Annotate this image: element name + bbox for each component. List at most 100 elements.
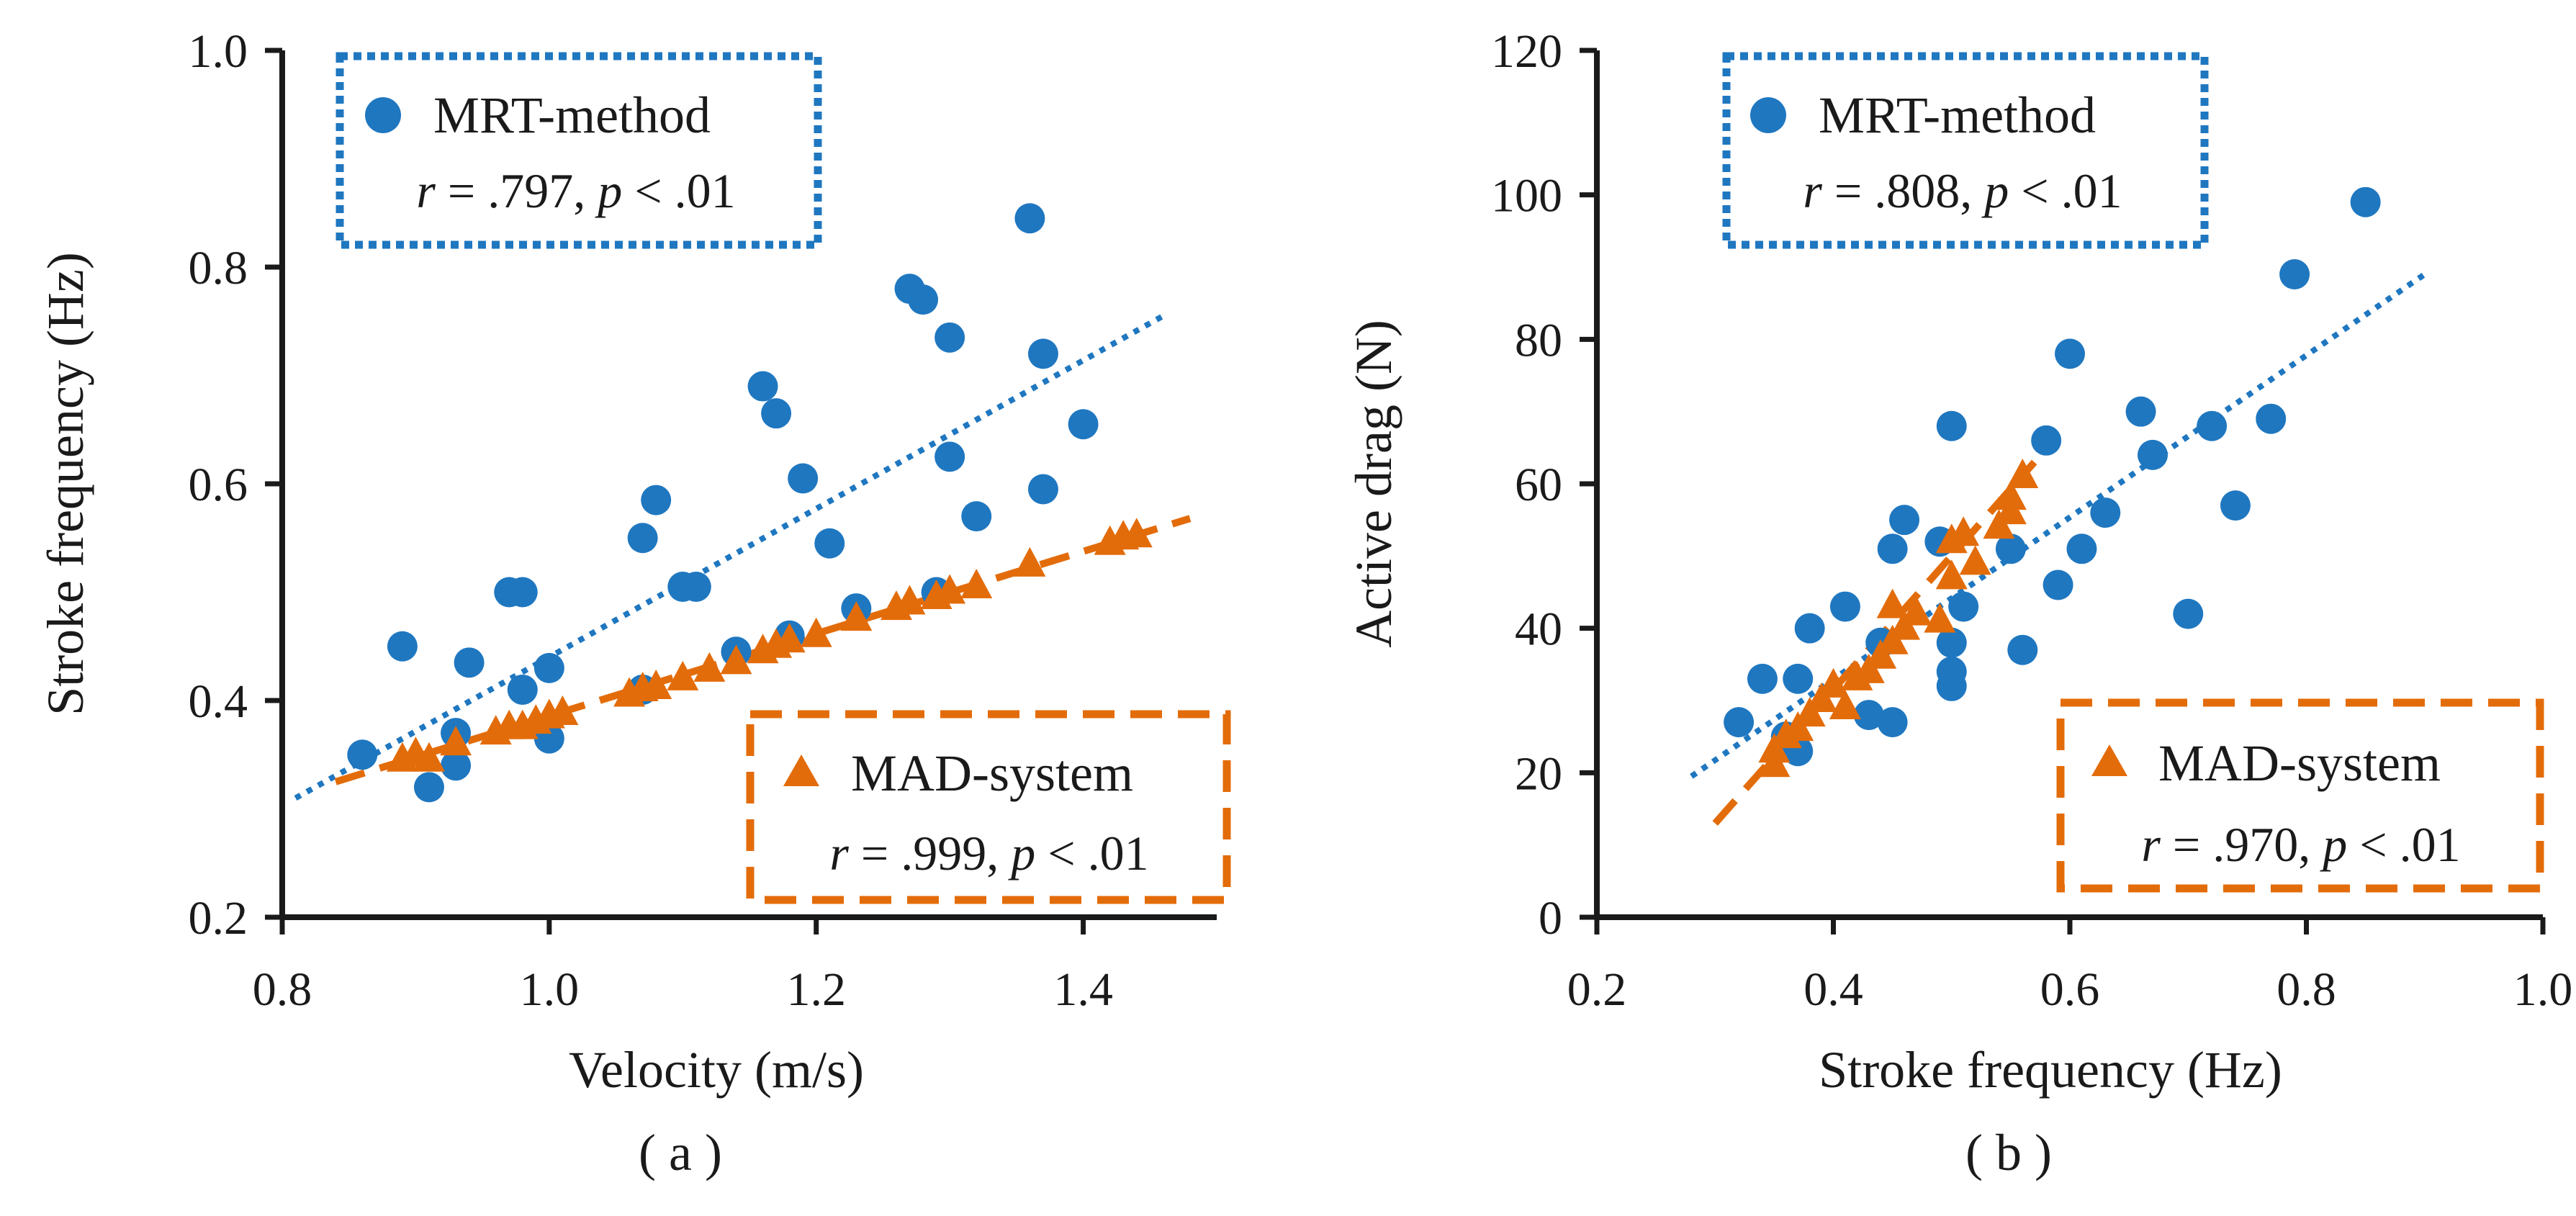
- panel-b-mrt-point: [1877, 707, 1908, 738]
- panel-b-mrt-point: [2197, 410, 2228, 441]
- panel-a-mrt-point: [507, 577, 538, 608]
- panel-a-marks: [294, 203, 1192, 803]
- panel-a-mad-point: [440, 726, 472, 756]
- panel-b-mad-point: [1876, 588, 1909, 618]
- panel-b-y-tick-label: 40: [1515, 603, 1562, 656]
- panel-b: 0 20 40 60 80 100 120 0.2 0.4 0.6 0.8 1.0 Stroke fr…: [1345, 25, 2572, 1181]
- panel-a-mrt-point: [1014, 203, 1045, 234]
- panel-a-mrt-point: [935, 322, 965, 353]
- panel-b-mad-point: [1935, 559, 1968, 590]
- panel-a-mrt-point: [387, 631, 418, 662]
- panel-b-mad-point: [2007, 458, 2039, 488]
- legend-box: [335, 52, 822, 249]
- panel-a-mrt-point: [1068, 409, 1099, 440]
- panel-a-caption: ( a ): [639, 1124, 722, 1181]
- panel-a-mrt-point: [761, 398, 792, 429]
- panel-b-mrt-point: [2125, 396, 2156, 427]
- panel-b-ticks: 0 20 40 60 80 100 120 0.2 0.4 0.6 0.8 1.0: [1491, 25, 2572, 1016]
- panel-a-mad-point: [693, 652, 726, 682]
- panel-b-mad-point: [1959, 545, 1991, 575]
- panel-a-mad-point: [893, 585, 926, 615]
- panel-a-mad-point: [667, 660, 699, 690]
- legend-box: [2056, 698, 2544, 893]
- panel-b-mrt-point: [2350, 186, 2381, 217]
- panel-b-y-title: Active drag (N): [1345, 320, 1402, 648]
- panel-b-mrt-point: [1948, 591, 1979, 622]
- panel-b-caption: ( b ): [1965, 1124, 2052, 1181]
- panel-b-mrt-point: [1724, 707, 1755, 738]
- panel-a-y-tick-label: 0.4: [189, 675, 248, 728]
- panel-a-legend-mrt: MRT-method r = .797, p < .01: [335, 52, 822, 249]
- panel-b-mrt-point: [2066, 533, 2097, 564]
- panel-b-mrt-point: [1936, 670, 1967, 701]
- legend-label: MAD-system: [851, 744, 1133, 802]
- legend-box: [1722, 52, 2209, 249]
- panel-a-mrt-point: [935, 441, 965, 472]
- panel-b-mrt-point: [1936, 410, 1967, 441]
- panel-b-mrt-point: [1747, 663, 1778, 694]
- panel-a-mrt-point: [747, 371, 778, 402]
- panel-a-x-tick-label: 0.8: [253, 963, 312, 1016]
- panel-b-y-tick-label: 80: [1515, 314, 1562, 366]
- panel-b-y-tick-label: 20: [1515, 747, 1562, 800]
- panel-b-y-tick-label: 0: [1539, 892, 1562, 945]
- panel-a-y-tick-label: 0.2: [189, 892, 248, 945]
- legend-stat: r = .999, p < .01: [829, 826, 1148, 881]
- panel-b-mrt-point: [1783, 663, 1814, 694]
- panel-b-marks: [1690, 186, 2427, 826]
- panel-a-mrt-point: [1027, 474, 1058, 505]
- panel-b-mrt-point: [1936, 627, 1967, 658]
- panel-b-mrt-point: [2220, 490, 2251, 521]
- panel-a-mrt-point: [961, 501, 992, 532]
- legend-triangle-marker: [2091, 744, 2127, 776]
- panel-b-legend-mrt: MRT-method r = .808, p < .01: [1722, 52, 2209, 249]
- panel-b-x-tick-label: 0.4: [1803, 963, 1863, 1016]
- legend-stat: r = .797, p < .01: [416, 163, 735, 218]
- legend-label: MAD-system: [2158, 734, 2441, 792]
- legend-label: MRT-method: [433, 86, 711, 144]
- panel-a-mad-point: [1120, 518, 1153, 548]
- legend-circle-marker: [365, 97, 401, 133]
- panel-b-mad-point: [1947, 516, 1980, 546]
- panel-a-x-tick-label: 1.2: [786, 963, 846, 1016]
- panel-b-mrt-point: [1877, 533, 1908, 564]
- panel-b-mrt-point: [2055, 338, 2085, 369]
- panel-a-mad-point: [413, 742, 445, 772]
- panel-b-mrt-point: [1829, 591, 1860, 622]
- panel-b-mrt-point: [2043, 569, 2073, 600]
- panel-a-mad-point: [773, 623, 806, 653]
- panel-a-mrt-point: [680, 571, 711, 602]
- panel-b-mrt-point: [2007, 634, 2038, 665]
- panel-a-mad-point: [640, 669, 672, 699]
- panel-b-mrt-point: [1995, 533, 2026, 564]
- panel-a-mrt-point: [627, 523, 658, 554]
- panel-b-mrt-point: [1889, 505, 1920, 536]
- panel-b-x-tick-label: 0.6: [2040, 963, 2100, 1016]
- panel-b-x-tick-label: 0.8: [2276, 963, 2336, 1016]
- panel-a: 0.2 0.4 0.6 0.8 1.0 0.8 1.0 1.2 1.4 Velocity (m/…: [37, 25, 1231, 1181]
- panel-a-y-tick-label: 1.0: [189, 25, 248, 78]
- panel-a-mad-point: [840, 601, 873, 631]
- panel-b-x-tick-label: 0.2: [1567, 963, 1627, 1016]
- panel-a-mrt-point: [413, 772, 444, 803]
- panel-b-trendline-mrt: [1690, 271, 2427, 779]
- panel-a-ticks: 0.2 0.4 0.6 0.8 1.0 0.8 1.0 1.2 1.4: [189, 25, 1113, 1016]
- panel-b-mrt-point: [2031, 425, 2062, 456]
- panel-a-trendline-mrt: [294, 313, 1165, 801]
- panel-b-mad-point: [1924, 603, 1956, 633]
- panel-a-legend-mad: MAD-system r = .999, p < .01: [746, 710, 1231, 904]
- legend-stat: r = .970, p < .01: [2141, 817, 2460, 872]
- legend-label: MRT-method: [1819, 86, 2096, 144]
- panel-a-mrt-point: [788, 463, 819, 494]
- panel-a-mad-point: [934, 574, 966, 604]
- panel-a-x-tick-label: 1.0: [520, 963, 580, 1016]
- panel-b-mrt-point: [1853, 700, 1884, 731]
- panel-a-y-title: Stroke frequency (Hz): [37, 252, 94, 716]
- panel-b-x-tick-label: 1.0: [2513, 963, 2573, 1016]
- legend-stat: r = .808, p < .01: [1803, 163, 2122, 218]
- panel-a-mrt-point: [507, 674, 538, 705]
- panel-a-mad-point: [720, 644, 752, 675]
- panel-b-mad-point: [1900, 595, 1932, 626]
- panel-a-trendline-mad: [334, 515, 1192, 785]
